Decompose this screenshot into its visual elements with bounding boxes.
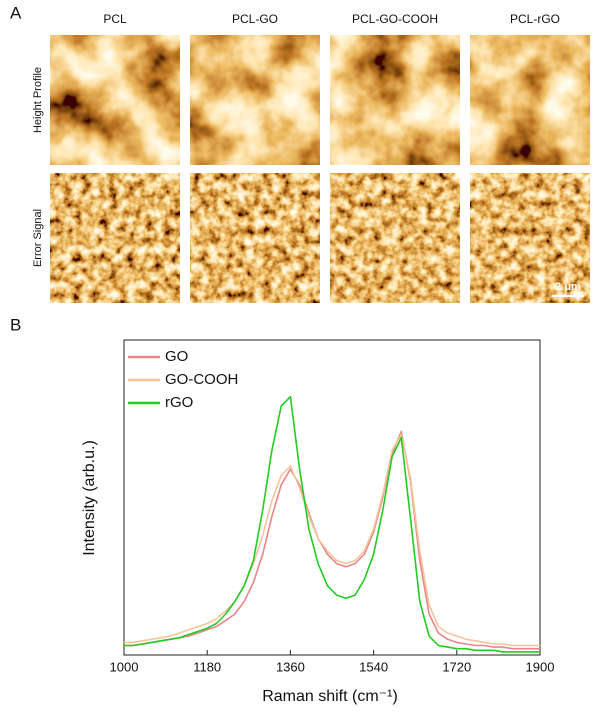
panel-label: A — [10, 3, 22, 22]
y-axis-label: Intensity (arb.u.) — [81, 440, 98, 556]
scale-bar-label: 2 μm — [555, 281, 581, 293]
column-label: PCL-GO-COOH — [352, 12, 438, 26]
x-tick-label: 1360 — [276, 659, 305, 674]
legend-label: GO — [165, 348, 188, 365]
afm-image — [50, 173, 180, 303]
legend-label: rGO — [165, 394, 193, 411]
afm-image — [470, 35, 590, 165]
afm-image — [50, 35, 180, 165]
x-tick-label: 1180 — [193, 659, 221, 674]
plot-frame — [123, 339, 541, 656]
data-line — [124, 433, 540, 647]
data-line — [124, 430, 540, 650]
column-label: PCL-rGO — [510, 12, 560, 26]
column-label: PCL-GO — [232, 12, 278, 26]
row-label: Error Signal — [32, 209, 44, 267]
legend-label: GO-COOH — [165, 371, 238, 388]
column-label: PCL — [103, 12, 127, 26]
afm-image — [470, 173, 590, 303]
row-label: Height Profile — [32, 67, 44, 133]
afm-image — [330, 35, 460, 165]
panel-label: B — [10, 315, 21, 334]
x-axis-label: Raman shift (cm⁻¹) — [262, 688, 398, 705]
afm-image — [330, 173, 460, 303]
data-line — [124, 395, 540, 653]
afm-image — [190, 173, 320, 303]
x-tick-label: 1540 — [359, 659, 388, 674]
x-tick-label: 1720 — [442, 659, 471, 674]
afm-image — [190, 35, 320, 165]
x-tick-label: 1900 — [526, 659, 555, 674]
x-tick-label: 1000 — [110, 659, 139, 674]
